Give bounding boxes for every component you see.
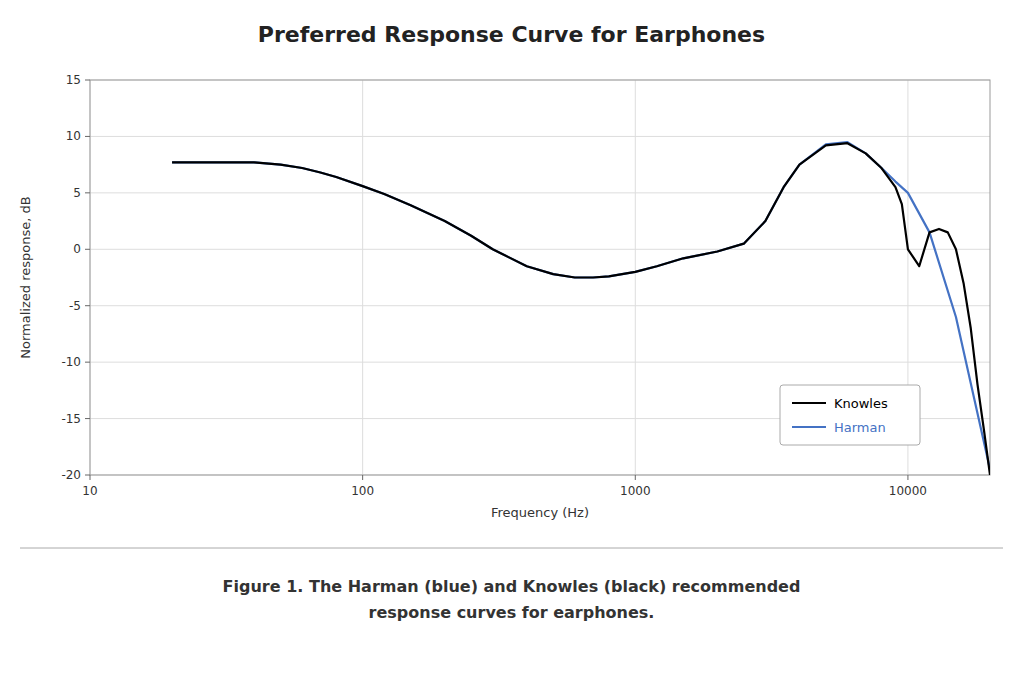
y-tick: [85, 249, 90, 250]
x-grid-line: [362, 80, 363, 475]
x-axis-label: Frequency (Hz): [491, 505, 589, 520]
x-tick: [635, 475, 636, 480]
y-tick: [85, 136, 90, 137]
separator: [20, 548, 1003, 549]
chart-svg: Preferred Response Curve for Earphones 10…: [0, 0, 1023, 685]
y-tick: [85, 418, 90, 419]
y-tick-label: -10: [61, 355, 81, 369]
y-tick: [85, 475, 90, 476]
chart-title: Preferred Response Curve for Earphones: [258, 22, 765, 47]
y-tick: [85, 362, 90, 363]
y-axis-label: Normalized response, dB: [18, 196, 33, 358]
grid: [90, 80, 990, 475]
caption: Figure 1. The Harman (blue) and Knowles …: [223, 577, 801, 622]
y-tick-label: 15: [66, 73, 81, 87]
x-tick-label: 1000: [620, 484, 651, 498]
chart-container: Preferred Response Curve for Earphones 10…: [0, 0, 1023, 685]
series-group: [172, 142, 990, 475]
legend-swatch: [792, 402, 826, 404]
legend: Knowles Harman: [780, 385, 920, 445]
y-tick: [85, 305, 90, 306]
plot-frame: [90, 80, 990, 475]
x-tick-label: 10: [82, 484, 97, 498]
y-grid-line: [90, 305, 990, 306]
caption-line: Figure 1. The Harman (blue) and Knowles …: [223, 577, 801, 596]
y-tick-label: -15: [61, 412, 81, 426]
y-tick: [85, 192, 90, 193]
y-tick: [85, 80, 90, 81]
y-grid-line: [90, 136, 990, 137]
y-grid-line: [90, 192, 990, 193]
legend-label: Knowles: [834, 396, 888, 411]
y-tick-label: 10: [66, 129, 81, 143]
axes: 10 100 1000 10000 -20 -15 -10 -5 0 5 10 15: [61, 73, 927, 498]
y-tick-label: 5: [73, 186, 81, 200]
y-grid-line: [90, 249, 990, 250]
y-tick-label: -20: [61, 468, 81, 482]
y-tick-label: 0: [73, 242, 81, 256]
caption-line: response curves for earphones.: [369, 603, 655, 622]
x-tick-label: 10000: [889, 484, 927, 498]
y-tick-label: -5: [69, 299, 81, 313]
plot-background: [90, 80, 990, 475]
series-line: [172, 142, 990, 469]
x-tick: [90, 475, 91, 480]
x-tick-label: 100: [351, 484, 374, 498]
legend-swatch: [792, 426, 826, 428]
x-tick: [907, 475, 908, 480]
legend-label: Harman: [834, 420, 886, 435]
x-grid-line: [635, 80, 636, 475]
series-line: [172, 143, 990, 475]
legend-box: [780, 385, 920, 445]
y-grid-line: [90, 362, 990, 363]
x-tick: [362, 475, 363, 480]
